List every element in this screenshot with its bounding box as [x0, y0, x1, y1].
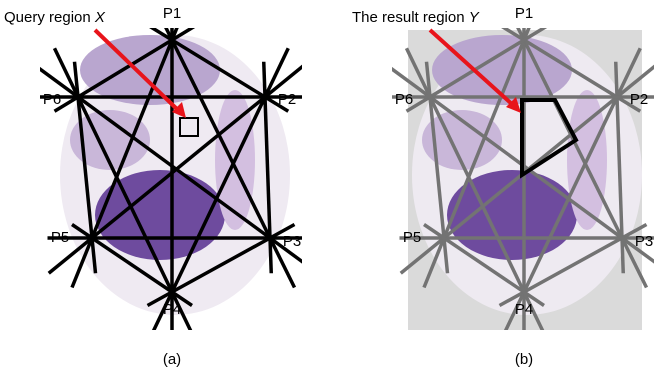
caption: (b) [515, 351, 533, 368]
point-label: P1 [515, 5, 533, 22]
point-label: P2 [278, 91, 296, 108]
point-label: P3 [283, 233, 301, 250]
point-label: P6 [43, 91, 61, 108]
point-label: P5 [51, 229, 69, 246]
point-label: P3 [635, 233, 653, 250]
annotation-a: Query region X [4, 9, 106, 26]
point-label: P5 [403, 229, 421, 246]
point-label: P2 [630, 91, 648, 108]
point-label: P6 [395, 91, 413, 108]
annotation-b: The result region Y [352, 9, 480, 26]
annotation-text: Query region [4, 9, 91, 26]
caption: (a) [163, 351, 181, 368]
annotation-variable: X [94, 9, 106, 26]
figure: Query region X The result region Y (a) (… [0, 0, 672, 384]
annotation-variable: Y [469, 9, 480, 26]
point-label: P1 [163, 5, 181, 22]
annotation-text: The result region [352, 9, 465, 26]
point-label: P4 [515, 301, 533, 318]
point-label: P4 [163, 301, 181, 318]
